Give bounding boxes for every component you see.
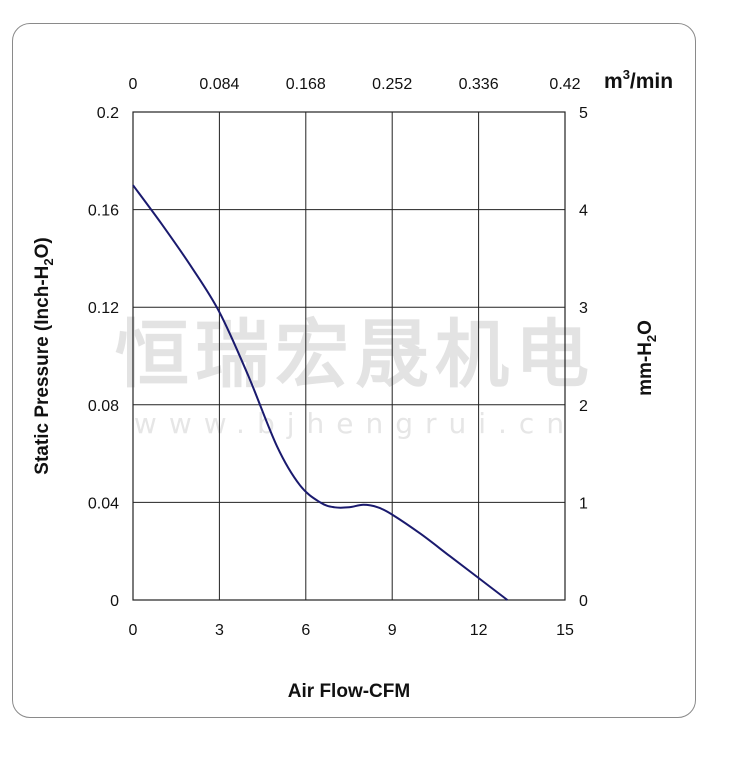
y-tick-label-right: 1 <box>579 495 588 512</box>
y-tick-label-left: 0.12 <box>88 300 119 317</box>
y-tick-label-left: 0.16 <box>88 203 119 220</box>
y-tick-label-left: 0.04 <box>88 495 119 512</box>
y-tick-label-left: 0.08 <box>88 398 119 415</box>
grid-lines <box>133 112 565 600</box>
tick-labels: 0 3 6 9 12 150 0.084 0.168 0.252 0.336 0.4200.040.… <box>88 76 588 639</box>
y-axis-title-left: Static Pressure (Inch-H2O) <box>32 237 56 474</box>
top-tick-label: 0.252 <box>372 76 412 93</box>
y-tick-label-right: 2 <box>579 398 588 415</box>
x-tick-label: 0 <box>129 622 138 639</box>
y-axis-title-right: mm-H2O <box>635 320 659 396</box>
chart-frame <box>12 23 696 718</box>
y-tick-label-left: 0.2 <box>97 105 119 122</box>
x-tick-label: 15 <box>556 622 574 639</box>
x-tick-label: 9 <box>388 622 397 639</box>
y-tick-label-right: 0 <box>579 593 588 610</box>
watermark-cn: 恒瑞宏晟机电 <box>115 312 595 398</box>
x-tick-label: 6 <box>301 622 310 639</box>
top-axis-unit: m3/min <box>604 67 673 93</box>
y-tick-label-right: 5 <box>579 105 588 122</box>
x-tick-label: 12 <box>470 622 488 639</box>
top-tick-label: 0.42 <box>549 76 580 93</box>
top-tick-label: 0.336 <box>459 76 499 93</box>
watermark-url: www.bjhengrui.cn <box>134 407 576 440</box>
y-tick-label-left: 0 <box>110 593 119 610</box>
top-tick-label: 0.168 <box>286 76 326 93</box>
plot-border <box>132 111 566 601</box>
x-tick-label: 3 <box>215 622 224 639</box>
top-tick-label: 0 <box>129 76 138 93</box>
top-tick-label: 0.084 <box>199 76 239 93</box>
series-line <box>132 184 509 601</box>
y-tick-label-right: 4 <box>579 203 588 220</box>
watermark: 恒瑞宏晟机电 www.bjhengrui.cn <box>115 312 595 440</box>
y-tick-label-right: 3 <box>579 300 588 317</box>
x-axis-title: Air Flow-CFM <box>288 681 410 702</box>
